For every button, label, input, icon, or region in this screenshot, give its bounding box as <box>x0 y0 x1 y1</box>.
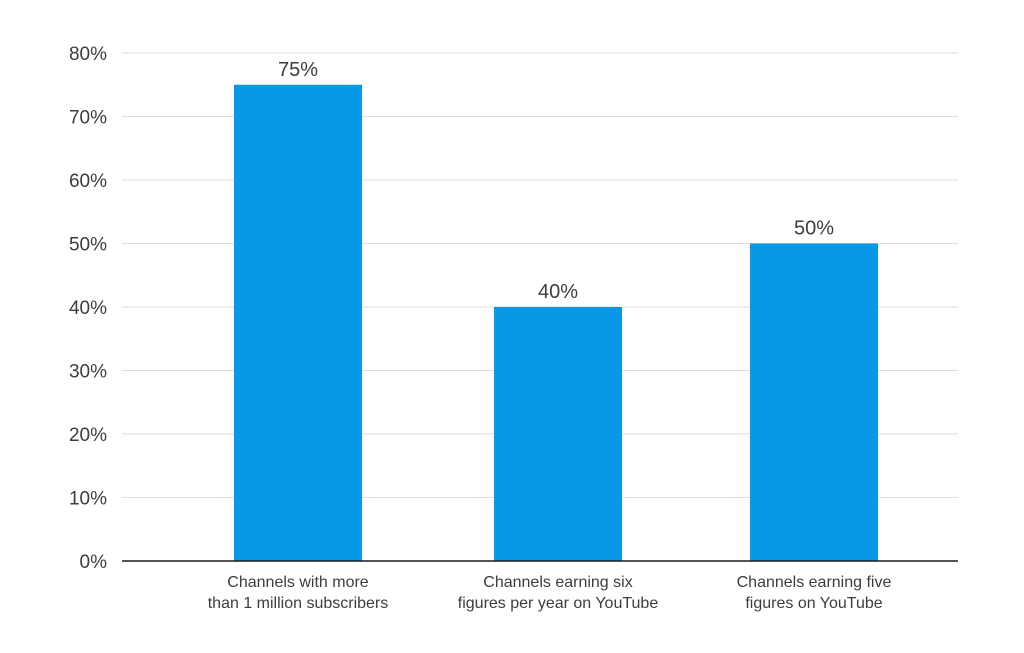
y-tick-label-30: 30% <box>69 362 107 383</box>
data-label-3: 50% <box>794 218 834 240</box>
y-tick-label-10: 10% <box>69 489 107 510</box>
data-labels: 75% 40% 50% <box>278 59 834 303</box>
y-tick-label-40: 40% <box>69 298 107 319</box>
category-label-3: Channels earning five figures on YouTube <box>737 574 892 612</box>
category-label-3-line-2: figures on YouTube <box>745 595 882 612</box>
bar-3 <box>750 243 878 561</box>
category-label-3-line-1: Channels earning five <box>737 574 892 591</box>
category-label-1-line-2: than 1 million subscribers <box>208 595 389 612</box>
y-tick-label-70: 70% <box>69 108 107 129</box>
bar-2 <box>494 307 622 561</box>
y-tick-label-60: 60% <box>69 171 107 192</box>
category-label-2-line-1: Channels earning six <box>483 574 632 591</box>
bar-series <box>234 84 878 561</box>
category-label-1-line-1: Channels with more <box>227 574 369 591</box>
category-label-2-line-2: figures per year on YouTube <box>458 595 659 612</box>
category-labels: Channels with more than 1 million subscri… <box>208 574 892 612</box>
y-tick-label-0: 0% <box>80 552 108 573</box>
category-label-1: Channels with more than 1 million subscri… <box>208 574 389 612</box>
y-tick-label-80: 80% <box>69 44 107 65</box>
y-tick-label-20: 20% <box>69 425 107 446</box>
y-tick-label-50: 50% <box>69 235 107 256</box>
data-label-2: 40% <box>538 281 578 303</box>
data-label-1: 75% <box>278 59 318 81</box>
category-label-2: Channels earning six figures per year on … <box>458 574 659 612</box>
bar-1 <box>234 84 362 561</box>
y-axis-tick-labels: 0% 10% 20% 30% 40% 50% 60% 70% 80% <box>69 44 107 573</box>
